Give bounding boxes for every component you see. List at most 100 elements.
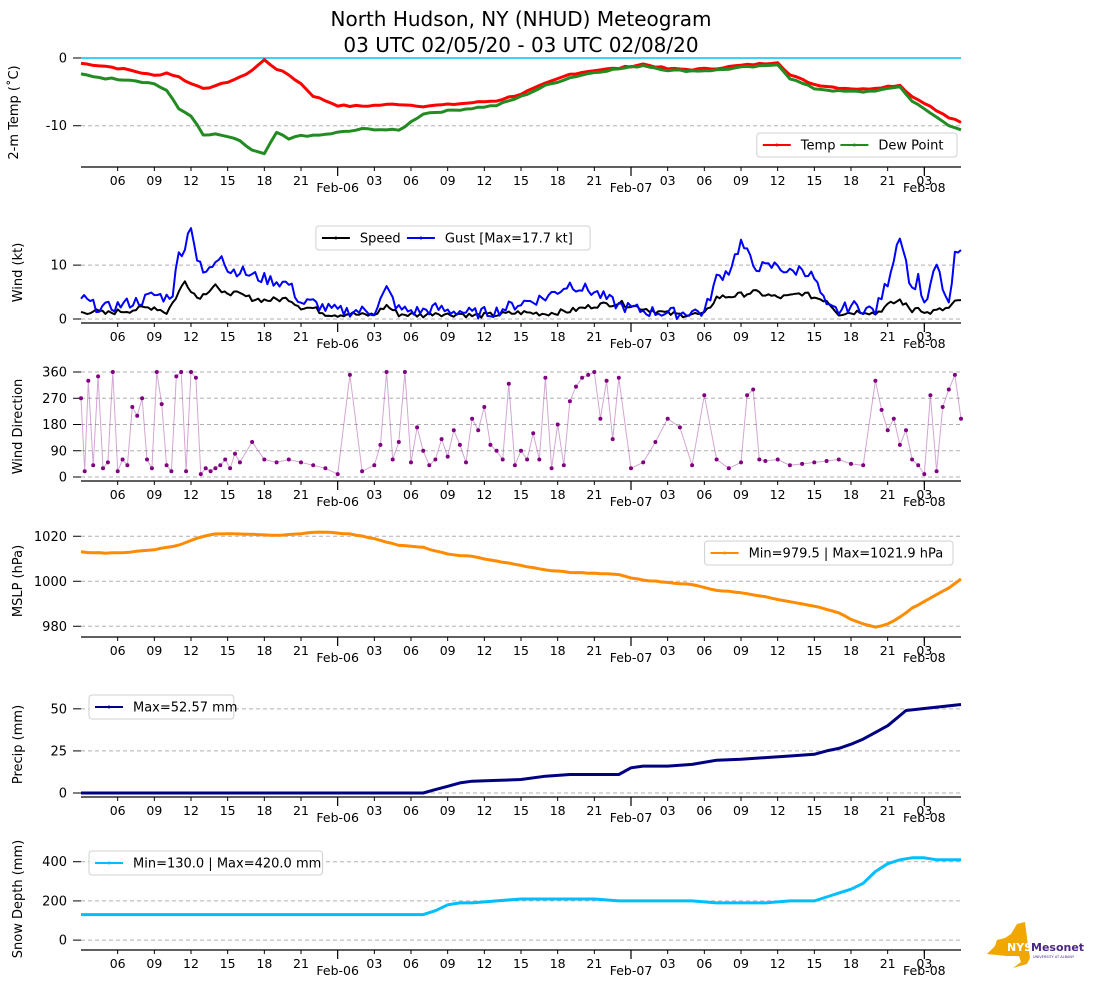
y-axis-label: Precip (mm) [11,705,26,784]
wind-direction-point [916,463,921,468]
x-hour-tick-label: 03 [916,329,932,344]
wind-direction-point [861,463,866,468]
x-hour-tick-label: 09 [733,329,749,344]
wind-direction-point [910,457,915,462]
wind-direction-point [561,463,566,468]
wind-direction-point [952,372,957,377]
x-hour-tick-label: 06 [696,803,712,818]
x-hour-tick-label: 15 [513,643,529,658]
chart-title-line2: 03 UTC 02/05/20 - 03 UTC 02/08/20 [343,33,699,57]
x-hour-tick-label: 18 [550,329,566,344]
x-hour-tick-label: 15 [220,329,236,344]
x-hour-tick-label: 18 [843,329,859,344]
wind-direction-point [159,402,164,407]
wind-direction-point [604,378,609,383]
wind-direction-point [525,457,530,462]
wind-direction-point [812,460,817,465]
x-hour-tick-label: 21 [880,173,896,188]
legend-label: Gust [Max=17.7 kt] [445,232,573,247]
x-hour-tick-label: 12 [770,173,786,188]
x-hour-tick-label: 09 [440,487,456,502]
x-hour-tick-label: 09 [440,643,456,658]
legend: Max=52.57 mm [88,694,237,720]
x-day-tick-label: Feb-07 [610,180,653,195]
y-axis-label: MSLP (hPa) [11,545,26,617]
wind-direction-point [415,425,420,430]
wind-direction-point [531,431,536,436]
x-day-tick-label: Feb-06 [316,963,359,978]
panel-snow-depth: 0 200 400 Snow Depth (mm) 06 09 12 15 18 21 03 06 09… [11,840,961,978]
wind-direction-point [940,405,945,409]
x-hour-tick-label: 15 [806,487,822,502]
wind-direction-point [86,378,91,383]
legend-marker [334,236,338,240]
x-hour-tick-label: 12 [476,487,492,502]
wind-direction-point [476,428,481,433]
x-hour-tick-label: 09 [146,803,162,818]
wind-direction-point [91,463,96,468]
x-hour-tick-label: 18 [843,487,859,502]
chart-title: North Hudson, NY (NHUD) Meteogram 03 UTC… [0,6,1042,58]
wind-direction-point [873,378,878,383]
wind-direction-point [836,457,841,462]
x-hour-tick-label: 12 [476,803,492,818]
x-hour-tick-label: 21 [586,487,602,502]
wind-direction-point [218,463,223,468]
y-tick-label: -10 [46,119,67,134]
logo-sub-text: UNIVERSITY AT ALBANY [1033,955,1075,959]
wind-direction-point [145,457,149,462]
wind-direction-point [110,370,115,374]
wind-direction-point [223,457,228,462]
wind-direction-point [849,461,853,466]
x-hour-tick-label: 09 [146,956,162,971]
wind-direction-point [149,466,154,471]
x-hour-tick-label: 21 [586,956,602,971]
x-hour-tick-label: 09 [733,956,749,971]
legend-label: Max=52.57 mm [133,701,237,716]
wind-direction-point [402,370,407,374]
x-hour-tick-label: 15 [220,803,236,818]
legend-marker [419,236,423,240]
x-hour-tick-label: 21 [586,643,602,658]
legend-label: Min=979.5 | Max=1021.9 hPa [749,547,944,562]
x-hour-tick-label: 15 [220,956,236,971]
wind-direction-point [189,370,193,374]
wind-direction-point [470,416,475,421]
x-hour-tick-label: 15 [513,487,529,502]
wind-direction-point [934,469,939,474]
wind-direction-point [757,457,762,462]
x-hour-tick-label: 21 [586,803,602,818]
x-hour-tick-label: 12 [770,643,786,658]
wind-direction-point [555,422,560,427]
y-tick-label: 0 [59,471,67,486]
wind-direction-point [616,375,621,380]
x-hour-tick-label: 21 [880,487,896,502]
legend-box [704,540,954,566]
legend-marker [723,551,727,555]
legend-marker [107,705,111,709]
series-line-dew [80,63,962,156]
wind-direction-point [567,399,572,404]
wind-direction-point [482,405,487,409]
legend-label: Dew Point [878,139,943,154]
x-day-tick-label: Feb-07 [610,494,653,509]
x-hour-tick-label: 06 [403,956,419,971]
wind-direction-point [586,372,591,377]
x-day-tick-label: Feb-06 [316,336,359,351]
wind-direction-point [714,457,719,462]
x-hour-tick-label: 21 [586,173,602,188]
x-hour-tick-label: 15 [220,487,236,502]
wind-direction-point [488,442,493,447]
x-hour-tick-label: 03 [366,329,382,344]
wind-direction-point [574,384,578,389]
x-hour-tick-label: 06 [110,643,126,658]
x-hour-tick-label: 18 [550,173,566,188]
x-hour-tick-label: 06 [696,487,712,502]
y-axis-label: Snow Depth (mm) [11,840,26,958]
x-hour-tick-label: 09 [733,487,749,502]
x-hour-tick-label: 18 [256,803,272,818]
y-tick-label: 25 [50,744,67,759]
panel-mslp: 980 1000 1020 MSLP (hPa) 06 09 12 15 18 21 03 06 09 1… [11,530,962,665]
wind-direction-point [763,459,768,463]
